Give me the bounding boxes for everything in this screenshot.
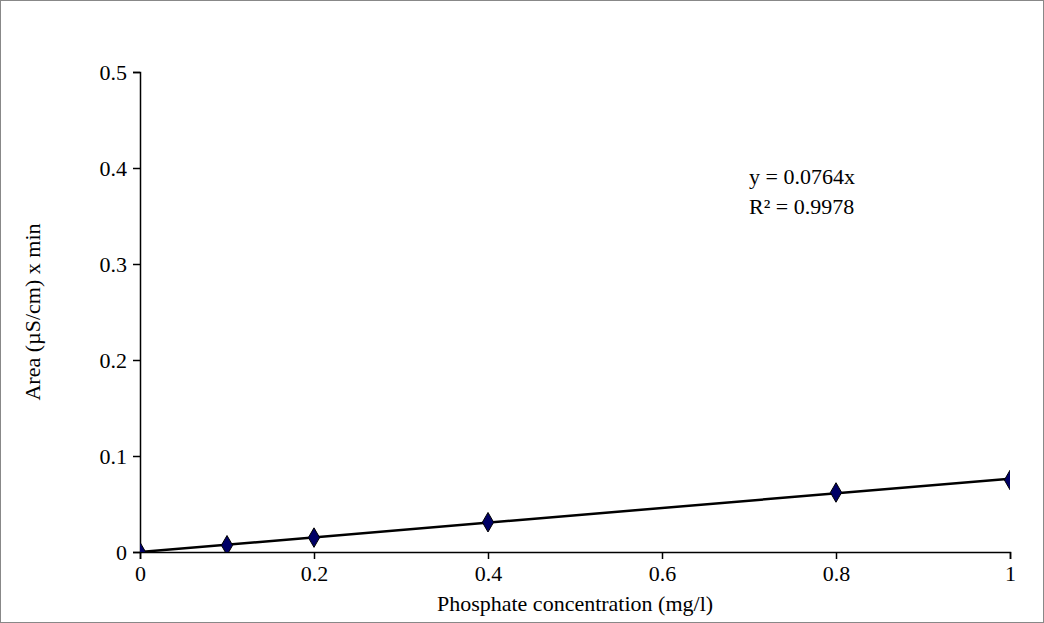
- x-tick: 0.2: [301, 552, 329, 586]
- data-point: [1004, 470, 1010, 490]
- x-axis-line: [141, 553, 1011, 560]
- annotation: R² = 0.9978: [749, 194, 854, 219]
- x-tick-label: 0.4: [475, 561, 503, 586]
- y-tick-mark: [133, 168, 140, 170]
- y-tick-label: 0.1: [100, 444, 128, 469]
- x-tick: 0.6: [649, 552, 677, 586]
- x-tick-mark: [314, 552, 316, 559]
- y-tick: 0: [116, 540, 140, 565]
- data-point: [830, 483, 841, 503]
- y-tick-label: 0.2: [100, 348, 128, 373]
- y-axis: 0 0.1 0.2 0.3 0.4 0.5: [100, 60, 141, 565]
- y-tick: 0.5: [100, 60, 141, 85]
- y-tick-label: 0.3: [100, 252, 128, 277]
- y-tick-mark: [133, 264, 140, 266]
- chart-frame: [1, 1, 1044, 623]
- data-point: [482, 512, 493, 532]
- trend-line: [140, 479, 1010, 552]
- x-tick: 0: [135, 552, 146, 586]
- y-tick-mark: [133, 456, 140, 458]
- x-tick-label: 0.2: [301, 561, 329, 586]
- y-tick: 0.1: [100, 444, 141, 469]
- chart: 0 0.2 0.4 0.6 0.8 1 0 0.1 0.2 0.3 0.4 0.5 Phosphate …: [0, 0, 1044, 623]
- annotation: y = 0.0764x: [749, 164, 855, 189]
- y-tick: 0.2: [100, 348, 141, 373]
- y-tick-mark: [133, 552, 140, 554]
- data-point: [221, 536, 232, 552]
- data-point: [308, 528, 319, 548]
- y-tick: 0.4: [100, 156, 141, 181]
- y-axis-line: [133, 73, 141, 553]
- x-tick-mark: [836, 552, 838, 559]
- x-tick: 0.4: [475, 552, 503, 586]
- y-tick-label: 0.4: [100, 156, 128, 181]
- data-point: [140, 542, 146, 552]
- x-tick-label: 0: [135, 561, 146, 586]
- y-axis-title: Area (µS/cm) x min: [20, 223, 45, 400]
- x-tick-mark: [662, 552, 664, 559]
- y-tick-label: 0.5: [100, 60, 128, 85]
- y-tick-label: 0: [116, 540, 127, 565]
- x-tick: 0.8: [823, 552, 851, 586]
- x-tick: 1: [1005, 552, 1016, 586]
- x-tick-label: 1: [1005, 561, 1016, 586]
- x-tick-label: 0.6: [649, 561, 677, 586]
- x-tick-label: 0.8: [823, 561, 851, 586]
- x-axis-title: Phosphate concentration (mg/l): [437, 591, 713, 616]
- x-tick-mark: [1010, 552, 1012, 559]
- marks: [140, 470, 1010, 552]
- y-tick-mark: [133, 360, 140, 362]
- y-tick: 0.3: [100, 252, 141, 277]
- x-axis: 0 0.2 0.4 0.6 0.8 1: [135, 552, 1016, 586]
- plot: 0 0.2 0.4 0.6 0.8 1 0 0.1 0.2 0.3 0.4 0.5: [100, 60, 1017, 586]
- y-tick-mark: [133, 72, 140, 74]
- x-tick-mark: [488, 552, 490, 559]
